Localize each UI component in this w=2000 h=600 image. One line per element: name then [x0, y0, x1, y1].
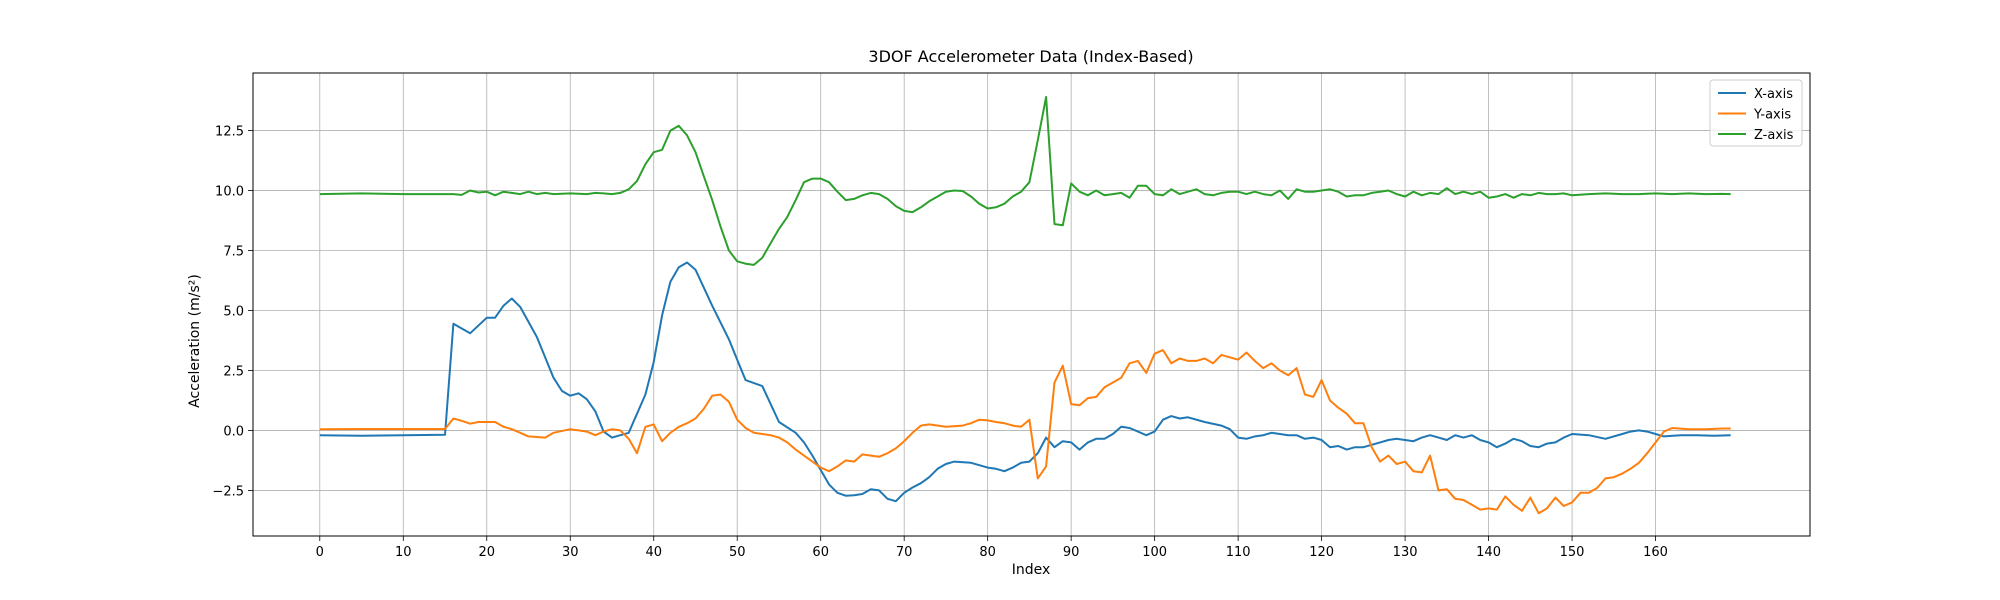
plot-frame: [252, 72, 1811, 537]
x-tick-label: 120: [1309, 545, 1334, 560]
y-tick-label: −2.5: [212, 484, 244, 499]
y-tick-label: 0.0: [223, 424, 244, 439]
x-tick-label: 100: [1142, 545, 1167, 560]
x-tick-label: 60: [812, 545, 829, 560]
chart-title: 3DOF Accelerometer Data (Index-Based): [868, 47, 1193, 66]
x-tick-label: 70: [896, 545, 913, 560]
series-lines: [319, 96, 1731, 515]
x-tick-label: 50: [729, 545, 746, 560]
series-line-z-axis: [319, 96, 1731, 266]
x-tick-label: 0: [316, 545, 324, 560]
x-ticks: 0 10 20 30 40 50 60 70 80 90 100 110 120 130 140 150 160: [316, 536, 1668, 560]
y-tick-label: 5.0: [223, 304, 244, 319]
y-tick-label: 7.5: [223, 245, 244, 260]
x-tick-label: 10: [395, 545, 412, 560]
x-axis-title: Index: [1012, 562, 1051, 578]
grid: [253, 73, 1810, 536]
y-tick-label: 2.5: [223, 364, 244, 379]
legend-label: Z-axis: [1754, 128, 1794, 143]
series-line-y-axis: [319, 349, 1731, 515]
legend-label: X-axis: [1754, 87, 1793, 102]
legend-box: [1709, 79, 1803, 147]
legend-label: Y-axis: [1753, 108, 1791, 123]
y-tick-label: 12.5: [215, 125, 244, 140]
x-tick-label: 130: [1393, 545, 1418, 560]
x-tick-label: 30: [562, 545, 579, 560]
x-tick-label: 140: [1476, 545, 1501, 560]
x-tick-label: 40: [645, 545, 662, 560]
x-tick-label: 20: [478, 545, 495, 560]
x-tick-label: 110: [1226, 545, 1251, 560]
x-tick-label: 80: [979, 545, 996, 560]
y-ticks: −2.5 0.0 2.5 5.0 7.5 10.0 12.5: [212, 125, 253, 499]
legend: X-axis Y-axis Z-axis: [1709, 79, 1803, 147]
series-line-x-axis: [319, 261, 1731, 503]
y-tick-label: 10.0: [215, 185, 244, 200]
y-axis-title: Acceleration (m/s²): [187, 274, 203, 408]
x-tick-label: 150: [1560, 545, 1585, 560]
x-tick-label: 160: [1643, 545, 1668, 560]
x-tick-label: 90: [1063, 545, 1080, 560]
